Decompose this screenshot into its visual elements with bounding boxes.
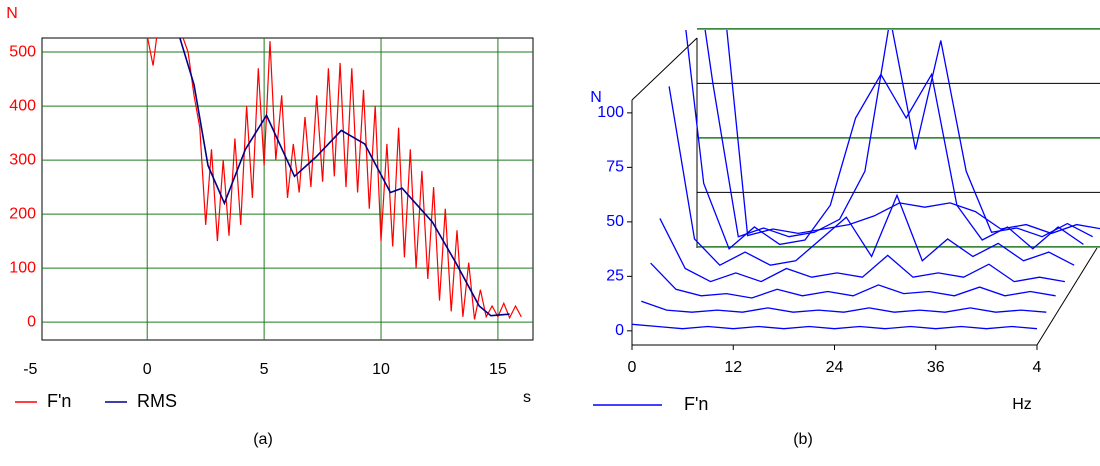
y-tick-label: 100 — [9, 259, 36, 276]
legend-label: F'n — [684, 394, 708, 414]
legend-label: RMS — [137, 391, 177, 411]
spectrum-line — [704, 30, 1093, 238]
waterfall-frame — [631, 37, 1098, 346]
spectrum-line — [641, 300, 1047, 313]
y-tick-label: 0 — [615, 322, 624, 339]
x-tick-label: 0 — [628, 359, 637, 376]
x-tick-label: 36 — [927, 359, 945, 376]
y-tick-label: 300 — [9, 151, 36, 168]
x-tick-label: -5 — [23, 361, 37, 378]
spectrum-line — [659, 218, 1066, 283]
y-tick-label: 75 — [606, 159, 624, 176]
y-axis-label: N — [6, 5, 18, 22]
y-tick-label: 500 — [9, 43, 36, 60]
x-tick-label: 0 — [143, 361, 152, 378]
y-tick-label: 400 — [9, 97, 36, 114]
x-axis-label: s — [523, 389, 531, 406]
x-tick-label: 15 — [489, 361, 507, 378]
spectrum-line — [668, 86, 1075, 266]
x-tick-label: 10 — [372, 361, 390, 378]
y-axis-label: N — [590, 89, 602, 106]
y-tick-label: 0 — [27, 313, 36, 330]
caption: (a) — [253, 431, 273, 448]
y-tick-label: 25 — [606, 268, 624, 285]
plot-clip — [147, 38, 522, 320]
spectrum-line — [632, 323, 1038, 330]
x-axis-label: Hz — [1012, 396, 1032, 413]
y-tick-label: 100 — [597, 104, 624, 121]
spectrum-line — [685, 30, 1084, 250]
data-line — [179, 38, 510, 317]
data-line — [147, 38, 522, 320]
y-tick-label: 50 — [606, 213, 624, 230]
x-tick-label: 5 — [260, 361, 269, 378]
x-tick-label: 4 — [1033, 359, 1042, 376]
spectrum-line — [650, 262, 1056, 299]
legend-label: F'n — [47, 391, 71, 411]
x-tick-label: 24 — [826, 359, 844, 376]
caption: (b) — [793, 431, 813, 448]
y-tick-label: 200 — [9, 205, 36, 222]
plot-frame — [41, 37, 534, 341]
plot-clip — [632, 30, 1100, 330]
x-tick-label: 12 — [724, 359, 742, 376]
